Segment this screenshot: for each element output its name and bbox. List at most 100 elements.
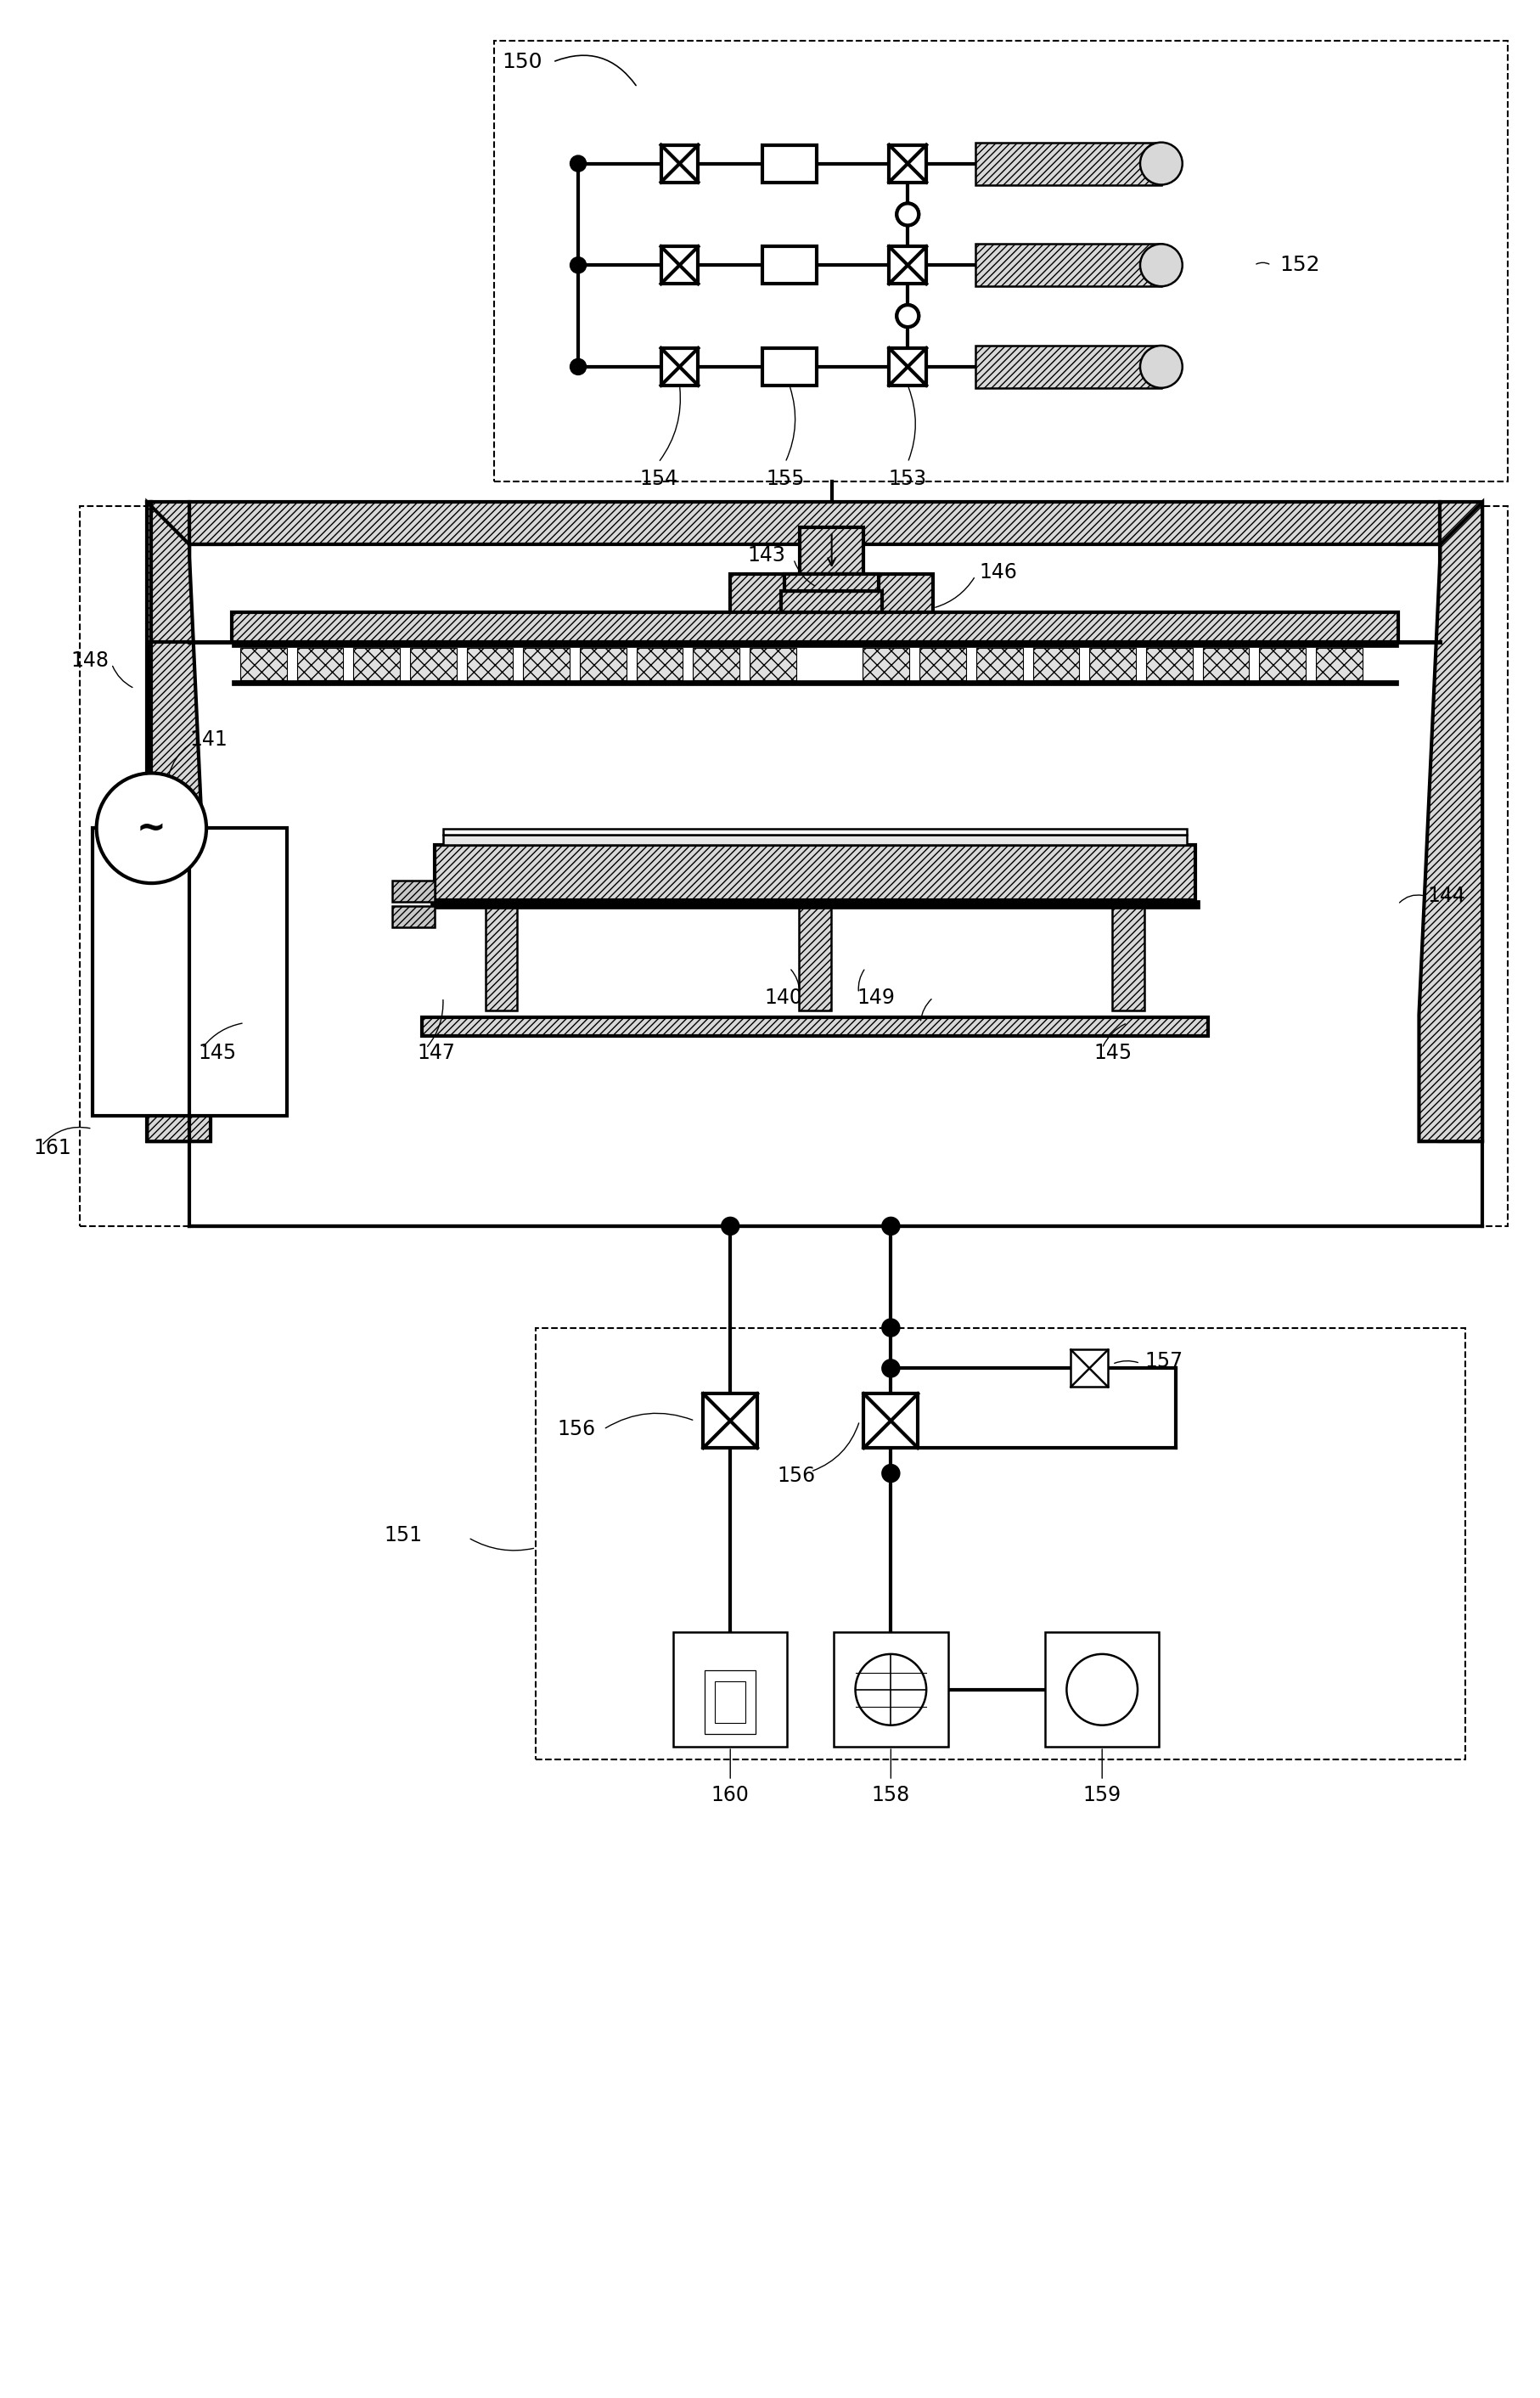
Text: 156: 156: [776, 1465, 815, 1487]
Circle shape: [570, 156, 585, 170]
Bar: [1070, 1350, 1107, 1386]
Bar: [231, 643, 1397, 647]
Bar: [148, 501, 189, 1141]
Bar: [1203, 647, 1249, 681]
Bar: [442, 830, 1186, 835]
Bar: [798, 899, 830, 1010]
Circle shape: [896, 305, 918, 326]
Circle shape: [896, 305, 918, 326]
Bar: [1440, 501, 1481, 1141]
Bar: [975, 245, 1161, 285]
Bar: [661, 247, 698, 283]
Bar: [862, 647, 909, 681]
Text: 146: 146: [979, 561, 1016, 583]
Bar: [661, 348, 698, 386]
Circle shape: [570, 257, 585, 273]
Bar: [422, 1017, 1207, 1036]
Bar: [750, 647, 796, 681]
Text: 151: 151: [383, 1525, 422, 1544]
Text: 160: 160: [711, 1784, 748, 1806]
Circle shape: [882, 1360, 899, 1376]
Bar: [1315, 647, 1361, 681]
Bar: [975, 141, 1161, 185]
Text: 149: 149: [856, 988, 895, 1007]
Bar: [1112, 899, 1144, 1010]
Text: 161: 161: [32, 1139, 71, 1158]
Circle shape: [1140, 141, 1181, 185]
Circle shape: [882, 1465, 899, 1482]
Bar: [231, 611, 1397, 643]
Text: 153: 153: [889, 468, 927, 489]
Bar: [1146, 647, 1192, 681]
Text: 144: 144: [1426, 885, 1465, 906]
Bar: [1044, 1633, 1158, 1746]
Bar: [889, 144, 926, 182]
Bar: [1258, 647, 1304, 681]
Bar: [919, 647, 966, 681]
Text: 150: 150: [502, 53, 542, 72]
Bar: [80, 506, 1508, 1225]
Bar: [702, 1393, 756, 1448]
Bar: [430, 899, 1198, 909]
Polygon shape: [1418, 501, 1481, 1141]
Text: ~: ~: [137, 811, 166, 846]
Bar: [762, 144, 816, 182]
Bar: [353, 647, 400, 681]
Bar: [1032, 647, 1078, 681]
Circle shape: [855, 1655, 926, 1724]
Bar: [889, 348, 926, 386]
Text: 142: 142: [916, 1017, 953, 1038]
Text: 154: 154: [639, 468, 678, 489]
Bar: [704, 1671, 755, 1734]
Circle shape: [570, 360, 585, 374]
Bar: [410, 647, 456, 681]
Bar: [536, 1328, 1465, 1760]
Bar: [467, 647, 513, 681]
Bar: [240, 647, 286, 681]
Text: 158: 158: [872, 1784, 910, 1806]
Bar: [636, 647, 682, 681]
Circle shape: [97, 772, 206, 882]
Circle shape: [1066, 1655, 1137, 1724]
Text: 157: 157: [1144, 1352, 1183, 1372]
Circle shape: [882, 1319, 899, 1336]
Bar: [297, 647, 343, 681]
Bar: [485, 899, 517, 1010]
Text: 145: 145: [197, 1043, 236, 1062]
Text: 141: 141: [189, 729, 228, 751]
Bar: [189, 501, 1440, 544]
Bar: [864, 1393, 918, 1448]
Text: 156: 156: [557, 1420, 594, 1439]
Text: 140: 140: [764, 988, 802, 1007]
Text: 143: 143: [747, 544, 785, 566]
Bar: [579, 647, 625, 681]
Bar: [231, 681, 1397, 686]
Bar: [762, 247, 816, 283]
Bar: [693, 647, 739, 681]
Text: 155: 155: [765, 468, 804, 489]
Bar: [976, 647, 1023, 681]
Bar: [1089, 647, 1135, 681]
Bar: [92, 827, 286, 1115]
Circle shape: [882, 1218, 899, 1235]
Bar: [434, 844, 1195, 899]
Bar: [799, 528, 862, 573]
Bar: [393, 906, 434, 928]
Bar: [715, 1681, 745, 1724]
Bar: [784, 573, 878, 592]
Bar: [493, 41, 1508, 482]
Bar: [661, 144, 698, 182]
Polygon shape: [148, 501, 211, 1141]
Text: 152: 152: [1278, 254, 1320, 276]
Bar: [975, 345, 1161, 388]
Circle shape: [1140, 245, 1181, 285]
Bar: [442, 835, 1186, 844]
Bar: [524, 647, 570, 681]
Text: 148: 148: [71, 650, 109, 671]
Text: 147: 147: [417, 1043, 456, 1062]
Bar: [762, 348, 816, 386]
Bar: [833, 1633, 947, 1746]
Bar: [781, 592, 882, 611]
Circle shape: [721, 1218, 738, 1235]
Text: 145: 145: [1093, 1043, 1132, 1062]
